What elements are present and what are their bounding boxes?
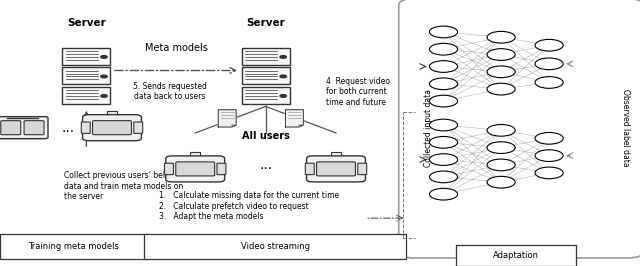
FancyBboxPatch shape xyxy=(63,67,110,84)
Polygon shape xyxy=(299,125,303,127)
FancyBboxPatch shape xyxy=(164,163,173,175)
Text: Meta models: Meta models xyxy=(145,43,207,53)
Circle shape xyxy=(487,66,515,78)
FancyBboxPatch shape xyxy=(83,115,141,141)
Circle shape xyxy=(487,31,515,43)
Circle shape xyxy=(429,78,458,90)
Text: ...: ... xyxy=(259,158,272,172)
Circle shape xyxy=(429,61,458,72)
Text: All users: All users xyxy=(242,131,289,141)
Circle shape xyxy=(487,176,515,188)
Circle shape xyxy=(429,154,458,165)
Circle shape xyxy=(429,26,458,38)
Text: Adaptation: Adaptation xyxy=(493,251,539,260)
FancyBboxPatch shape xyxy=(242,86,290,104)
FancyBboxPatch shape xyxy=(190,152,200,159)
FancyBboxPatch shape xyxy=(305,163,314,175)
FancyBboxPatch shape xyxy=(456,245,576,266)
FancyBboxPatch shape xyxy=(134,122,143,133)
Text: Collect previous users’ behavior
data and train meta models on
the server: Collect previous users’ behavior data an… xyxy=(64,171,187,201)
Circle shape xyxy=(101,56,108,58)
Circle shape xyxy=(535,39,563,51)
Circle shape xyxy=(280,95,287,97)
FancyBboxPatch shape xyxy=(331,152,341,159)
FancyBboxPatch shape xyxy=(107,111,117,117)
Circle shape xyxy=(487,83,515,95)
Text: 4. Request video
for both current
time and future: 4. Request video for both current time a… xyxy=(326,77,390,107)
FancyBboxPatch shape xyxy=(358,163,367,175)
Circle shape xyxy=(429,95,458,107)
Circle shape xyxy=(487,49,515,60)
Circle shape xyxy=(535,58,563,70)
FancyBboxPatch shape xyxy=(24,121,44,135)
FancyBboxPatch shape xyxy=(242,48,290,65)
Text: ...: ... xyxy=(62,121,75,135)
Circle shape xyxy=(429,188,458,200)
Text: 1.   Calculate missing data for the current time
2.   Calculate prefetch video t: 1. Calculate missing data for the curren… xyxy=(159,191,339,221)
FancyBboxPatch shape xyxy=(0,117,48,139)
FancyBboxPatch shape xyxy=(217,163,226,175)
FancyBboxPatch shape xyxy=(176,162,214,176)
Circle shape xyxy=(101,95,108,97)
Circle shape xyxy=(535,167,563,179)
Polygon shape xyxy=(285,110,303,127)
Circle shape xyxy=(487,124,515,136)
FancyBboxPatch shape xyxy=(63,48,110,65)
Text: 5. Sends requested
data back to users: 5. Sends requested data back to users xyxy=(132,82,207,101)
Circle shape xyxy=(487,142,515,153)
Circle shape xyxy=(429,119,458,131)
Text: Collected input data: Collected input data xyxy=(424,89,433,167)
Text: Training meta models: Training meta models xyxy=(28,242,119,251)
Text: VR: VR xyxy=(10,122,22,131)
Circle shape xyxy=(280,56,287,58)
Circle shape xyxy=(487,159,515,171)
Circle shape xyxy=(535,132,563,144)
Circle shape xyxy=(429,43,458,55)
FancyBboxPatch shape xyxy=(63,86,110,104)
FancyBboxPatch shape xyxy=(307,156,365,182)
Text: Server: Server xyxy=(246,18,285,28)
FancyBboxPatch shape xyxy=(166,156,225,182)
Circle shape xyxy=(429,136,458,148)
Text: Observed label data: Observed label data xyxy=(621,89,630,167)
Circle shape xyxy=(280,75,287,78)
FancyBboxPatch shape xyxy=(399,0,640,258)
FancyBboxPatch shape xyxy=(93,121,131,135)
FancyBboxPatch shape xyxy=(144,234,406,259)
Circle shape xyxy=(101,75,108,78)
FancyBboxPatch shape xyxy=(1,121,20,135)
Text: Video streaming: Video streaming xyxy=(241,242,310,251)
Circle shape xyxy=(535,77,563,88)
FancyBboxPatch shape xyxy=(81,122,90,133)
Circle shape xyxy=(429,171,458,183)
Polygon shape xyxy=(232,125,236,127)
Circle shape xyxy=(535,150,563,161)
FancyBboxPatch shape xyxy=(0,234,147,259)
FancyBboxPatch shape xyxy=(317,162,355,176)
Polygon shape xyxy=(218,110,236,127)
Text: Server: Server xyxy=(67,18,106,28)
FancyBboxPatch shape xyxy=(242,67,290,84)
